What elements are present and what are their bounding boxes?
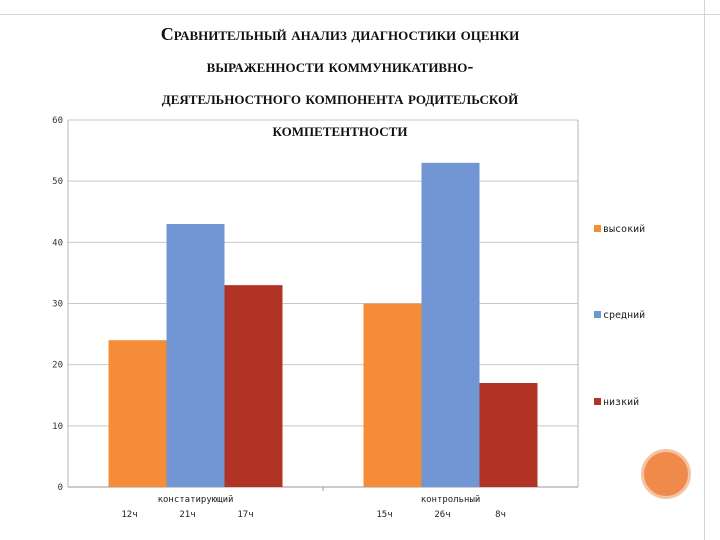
bar-высокий-1 [108, 340, 167, 487]
bar-низкий-1 [224, 285, 283, 487]
y-tick-label: 60 [52, 116, 63, 126]
bar-средний-1 [166, 223, 225, 487]
y-tick-label: 50 [52, 177, 63, 187]
frame-right-border [704, 0, 705, 540]
frame-top-border [0, 14, 720, 15]
y-tick-label: 40 [52, 238, 63, 248]
count-label: 12ч [121, 510, 137, 520]
count-label: 8ч [495, 510, 506, 520]
count-label: 17ч [237, 510, 253, 520]
x-category-label: контрольный [421, 495, 481, 505]
count-label: 21ч [179, 510, 195, 520]
bar-высокий-2 [363, 303, 422, 487]
legend-label-высокий: высокий [603, 223, 645, 235]
title-line-1: Сравнительный анализ диагностики оценки [160, 24, 520, 44]
legend-label-низкий: низкий [603, 396, 639, 408]
y-tick-label: 30 [52, 300, 63, 310]
x-category-label: констатирующий [158, 495, 234, 505]
legend-swatch-низкий [594, 398, 601, 405]
title-line-3: деятельностного компонента родительской [161, 88, 519, 108]
y-tick-label: 0 [58, 483, 63, 493]
count-label: 26ч [434, 510, 450, 520]
decorative-circle [641, 449, 691, 499]
page-title: Сравнительный анализ диагностики оценки … [60, 18, 620, 146]
title-line-4: компетентности [272, 120, 408, 140]
legend-label-средний: средний [603, 309, 645, 321]
legend-swatch-высокий [594, 225, 601, 232]
bar-низкий-2 [479, 383, 538, 487]
legend-swatch-средний [594, 311, 601, 318]
title-line-2: выраженности коммуникативно- [206, 56, 474, 76]
y-tick-label: 10 [52, 422, 63, 432]
y-tick-label: 20 [52, 361, 63, 371]
bar-средний-2 [421, 162, 480, 488]
count-label: 15ч [376, 510, 392, 520]
